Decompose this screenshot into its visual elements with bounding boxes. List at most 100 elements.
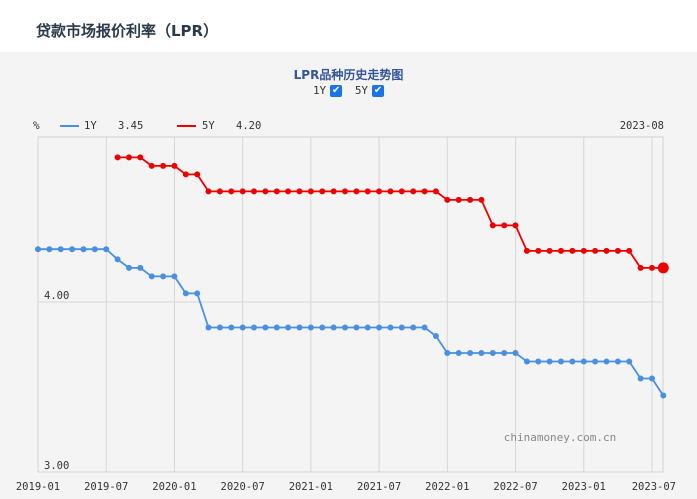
data-point-5y [285,188,292,195]
data-point-1y [137,264,144,271]
toggle-1y[interactable]: 1Y ✔ [312,84,343,97]
data-point-5y [342,188,348,195]
data-point-5y [421,188,428,195]
data-point-1y [80,246,87,253]
data-point-1y [387,324,394,331]
data-point-1y [103,246,110,253]
legend-1y-name: 1Y [84,120,97,132]
data-point-1y [296,324,303,331]
data-point-1y [512,350,519,356]
legend-5y-name: 5Y [202,120,215,132]
data-point-5y [535,247,542,254]
chart-title: LPR品种历史走势图 [293,68,404,82]
data-point-1y [126,264,132,271]
data-point-1y [171,273,178,280]
data-point-5y [580,247,587,254]
x-tick-label: 2022-07 [493,481,537,493]
data-point-1y [228,324,235,331]
data-point-1y [558,358,564,365]
data-point-5y [262,188,269,195]
watermark: chinamoney.com.cn [504,431,617,444]
data-point-1y [637,375,644,382]
data-point-1y [660,392,667,399]
data-point-1y [239,324,246,331]
data-point-1y [489,350,496,356]
toggle-5y-checkbox[interactable]: ✔ [372,84,385,97]
data-point-5y [307,188,314,195]
series-toggles: 1Y ✔ 5Y ✔ [0,84,697,97]
data-point-1y [273,324,280,331]
data-point-1y [307,324,314,331]
x-tick-label: 2023-07 [632,481,676,493]
data-point-1y [614,358,621,365]
data-point-1y [603,358,610,365]
data-point-5y [353,188,360,195]
data-point-5y [432,188,439,195]
data-point-5y [649,264,655,271]
data-point-5y [614,247,621,254]
data-point-5y [160,162,167,169]
page-title: 贷款市场报价利率（LPR） [36,22,219,40]
data-point-1y [410,324,417,331]
toggle-1y-checkbox[interactable]: ✔ [330,84,343,97]
data-point-1y [421,324,428,331]
data-point-5y [387,188,394,195]
data-point-5y [137,154,144,161]
data-point-1y [432,333,439,339]
data-point-5y [592,247,599,254]
y-tick-label: 4.00 [44,290,69,302]
data-point-1y [376,324,383,331]
data-point-1y [501,350,508,356]
data-point-5y [251,188,257,195]
data-point-1y [57,246,64,253]
data-point-5y [114,154,121,161]
data-point-1y [194,290,201,297]
x-axis-ticks: 2019-01 2019-07 2020-01 2020-07 2021-01 2021-… [16,481,676,493]
data-point-1y [216,324,223,331]
x-tick-label: 2023-01 [562,481,606,493]
data-point-1y [262,324,269,331]
data-point-5y [148,162,155,169]
data-point-1y [398,324,405,331]
data-point-5y [637,264,644,271]
toggle-5y[interactable]: 5Y ✔ [354,84,385,97]
data-point-1y [285,324,292,331]
x-tick-label: 2020-01 [152,481,196,493]
x-tick-label: 2020-07 [221,481,265,493]
data-point-5y [239,188,246,195]
data-point-5y [171,162,178,169]
data-point-1y [569,358,576,365]
data-point-5y [376,188,383,195]
data-point-5y [444,196,451,203]
legend-1y-value: 3.45 [118,120,143,132]
data-point-1y [626,358,633,365]
page-header: 贷款市场报价利率（LPR） [0,0,697,52]
data-point-1y [353,324,360,331]
toggle-5y-label: 5Y [354,84,369,97]
data-point-5y [489,222,496,229]
x-tick-label: 2019-01 [16,481,60,493]
data-point-5y [273,188,280,195]
data-point-1y [182,290,189,297]
toggle-1y-label: 1Y [312,84,327,97]
data-point-5y [501,222,508,229]
data-point-1y [330,324,337,331]
plot-area [37,136,664,473]
data-point-1y [148,273,155,280]
data-point-1y [35,246,41,253]
data-point-5y [657,262,669,274]
data-point-1y [114,256,121,263]
data-point-5y [626,247,633,254]
data-point-5y [478,196,485,203]
data-point-1y [444,350,451,356]
data-point-5y [216,188,223,195]
data-point-1y [467,350,474,356]
data-point-5y [126,154,132,161]
data-point-5y [398,188,405,195]
data-point-5y [455,196,462,203]
data-point-5y [182,171,189,178]
data-point-5y [194,171,201,178]
data-point-5y [364,188,371,195]
data-point-1y [523,358,530,365]
x-tick-label: 2021-07 [357,481,401,493]
